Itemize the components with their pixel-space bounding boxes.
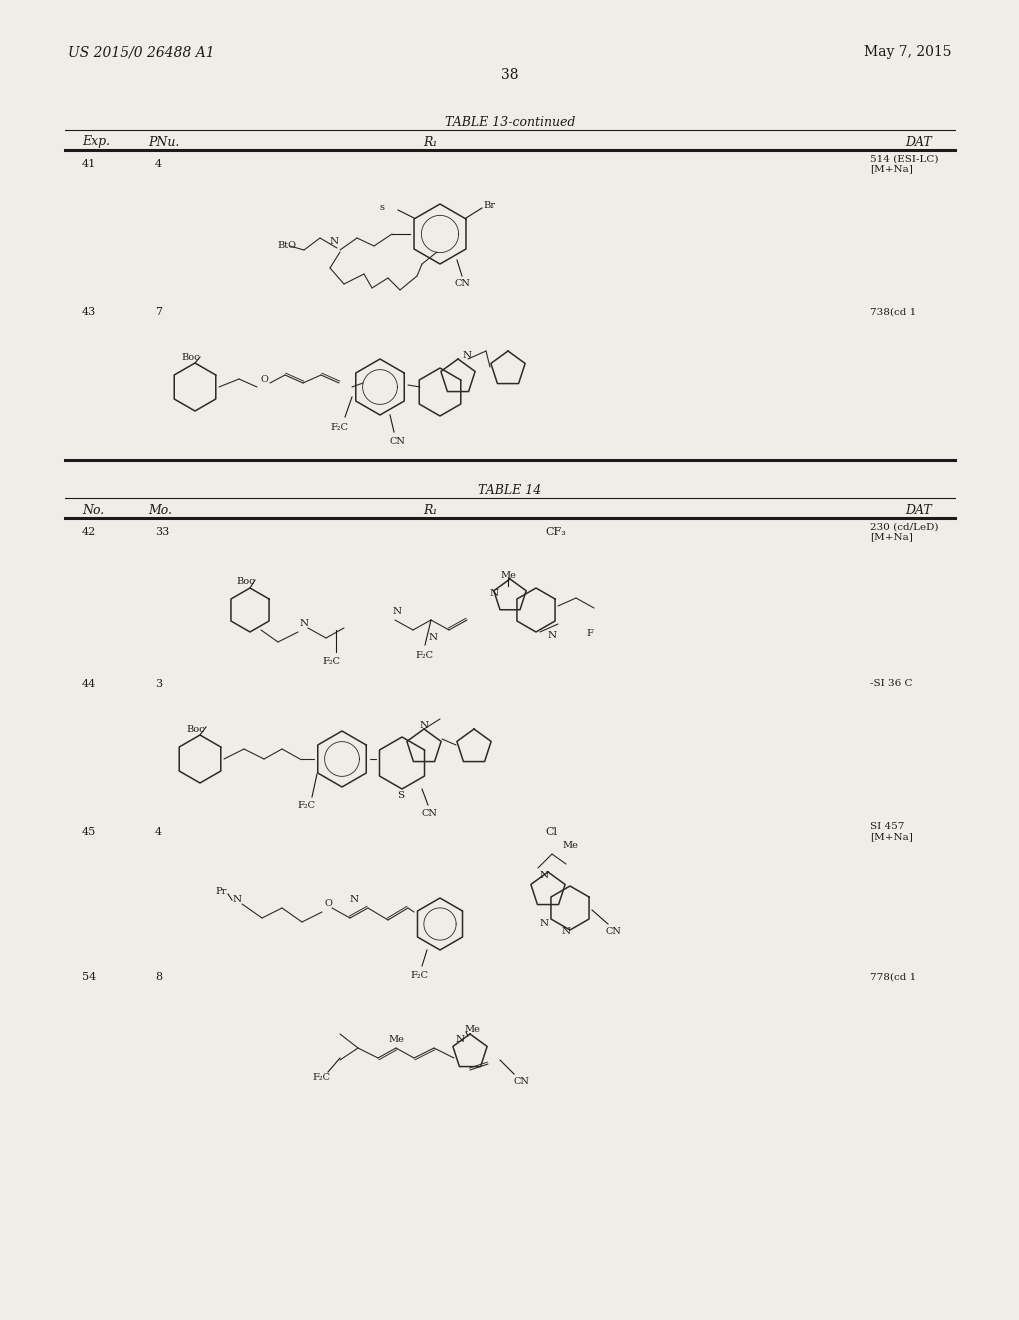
Text: PNu.: PNu. [148,136,179,149]
Text: N: N [455,1035,465,1044]
Text: N: N [489,590,498,598]
Text: Me: Me [499,572,516,581]
Text: F: F [586,630,592,639]
Text: Exp.: Exp. [82,136,110,149]
Text: No.: No. [82,503,104,516]
Text: Boc: Boc [185,725,205,734]
Text: N: N [547,631,556,640]
Text: Me: Me [561,842,578,850]
Text: N: N [232,895,242,904]
Text: F₂C: F₂C [410,970,428,979]
Text: F₂C: F₂C [297,801,315,810]
Text: Cl: Cl [544,828,556,837]
Text: Br: Br [483,202,494,210]
Text: 778(cd 1: 778(cd 1 [869,973,915,982]
Text: BtO: BtO [277,242,296,251]
Text: US 2015/0 26488 A1: US 2015/0 26488 A1 [68,45,214,59]
Text: 4: 4 [155,828,162,837]
Text: 33: 33 [155,527,169,537]
Text: Me: Me [464,1026,479,1035]
Text: 514 (ESI-LC)
[M+Na]: 514 (ESI-LC) [M+Na] [869,154,937,174]
Text: 7: 7 [155,308,162,317]
Text: N: N [420,722,429,730]
Text: Me: Me [387,1035,404,1044]
Text: N: N [392,607,401,616]
Text: N: N [330,238,338,247]
Text: CN: CN [422,809,437,818]
Text: SI 457
[M+Na]: SI 457 [M+Na] [869,822,912,842]
Text: 3: 3 [155,678,162,689]
Text: -SI 36 C: -SI 36 C [869,680,912,689]
Text: DAT: DAT [904,136,930,149]
Text: CN: CN [605,928,622,936]
Text: R₁: R₁ [423,503,437,516]
Text: 41: 41 [82,158,96,169]
Text: 738(cd 1: 738(cd 1 [869,308,915,317]
Text: May 7, 2015: May 7, 2015 [864,45,951,59]
Text: 230 (cd/LeD)
[M+Na]: 230 (cd/LeD) [M+Na] [869,523,937,541]
Text: TABLE 14: TABLE 14 [478,484,541,498]
Text: Mo.: Mo. [148,503,172,516]
Text: TABLE 13-continued: TABLE 13-continued [444,116,575,129]
Text: 8: 8 [155,972,162,982]
Text: Boc: Boc [180,352,200,362]
Text: F₂C: F₂C [330,422,347,432]
Text: F₂C: F₂C [322,657,339,667]
Text: CN: CN [454,280,471,289]
Text: 38: 38 [500,69,519,82]
Text: N: N [350,895,359,904]
Text: R₁: R₁ [423,136,437,149]
Text: CF₃: CF₃ [544,527,566,537]
Text: 43: 43 [82,308,96,317]
Text: CN: CN [514,1077,529,1086]
Text: N: N [539,871,548,880]
Text: Boc: Boc [235,578,255,586]
Text: F₂C: F₂C [312,1073,330,1082]
Text: CN: CN [389,437,406,446]
Text: DAT: DAT [904,503,930,516]
Text: N: N [429,634,438,643]
Text: 42: 42 [82,527,96,537]
Text: O: O [325,899,332,908]
Text: N: N [463,351,472,359]
Text: N: N [539,920,548,928]
Text: 4: 4 [155,158,162,169]
Text: 45: 45 [82,828,96,837]
Text: 44: 44 [82,678,96,689]
Text: O: O [261,375,269,384]
Text: 54: 54 [82,972,96,982]
Text: N: N [561,928,571,936]
Text: s: s [380,203,384,213]
Text: Pr: Pr [215,887,226,896]
Text: F₂C: F₂C [415,652,433,660]
Text: S: S [396,791,404,800]
Text: N: N [300,619,309,628]
